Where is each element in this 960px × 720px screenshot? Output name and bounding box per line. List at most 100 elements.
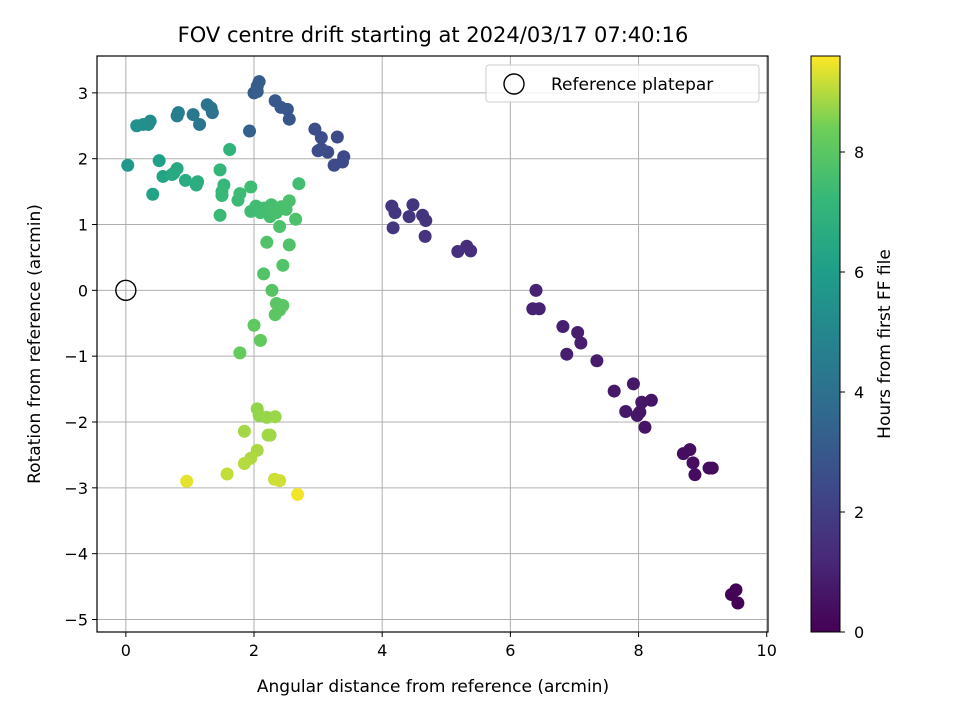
data-point xyxy=(237,424,251,438)
x-axis-ticks: 0 2 4 6 8 10 xyxy=(121,632,777,660)
data-point xyxy=(257,267,271,281)
data-point xyxy=(186,108,200,122)
x-tick-label: 0 xyxy=(121,641,131,660)
chart-title: FOV centre drift starting at 2024/03/17 … xyxy=(178,23,689,47)
data-point xyxy=(152,154,166,168)
data-point xyxy=(213,163,227,177)
colorbar-ticks: 0 2 4 6 8 xyxy=(840,143,864,642)
data-point xyxy=(215,189,229,203)
data-point xyxy=(200,98,214,112)
grid-lines xyxy=(97,56,768,632)
data-point xyxy=(451,245,465,259)
y-axis-ticks: −5 −4 −3 −2 −1 0 1 2 3 xyxy=(64,84,97,629)
data-point xyxy=(330,130,344,144)
data-point xyxy=(416,208,430,222)
data-point xyxy=(220,467,234,481)
x-tick-label: 6 xyxy=(505,641,515,660)
data-point xyxy=(574,336,588,350)
data-point xyxy=(243,124,257,138)
data-point xyxy=(635,395,649,409)
data-point xyxy=(146,187,160,201)
data-point xyxy=(273,219,287,233)
data-point xyxy=(273,474,287,488)
data-point xyxy=(418,229,432,243)
y-tick-label: −3 xyxy=(64,479,88,498)
data-point xyxy=(607,384,621,398)
data-point xyxy=(171,106,185,120)
data-point xyxy=(402,210,416,224)
x-tick-label: 10 xyxy=(757,641,777,660)
data-point xyxy=(265,283,279,297)
data-point xyxy=(193,117,207,131)
data-point xyxy=(560,347,574,361)
data-point xyxy=(260,235,274,249)
data-point xyxy=(630,408,644,422)
data-point xyxy=(406,198,420,212)
data-point xyxy=(292,177,306,191)
y-tick-label: 2 xyxy=(78,150,88,169)
data-point xyxy=(327,158,341,172)
data-point xyxy=(626,377,640,391)
data-point xyxy=(526,302,540,316)
data-point xyxy=(385,199,399,213)
data-point xyxy=(282,194,296,208)
colorbar-tick-label: 8 xyxy=(854,143,864,162)
colorbar-tick-label: 6 xyxy=(854,263,864,282)
data-point xyxy=(268,308,282,322)
data-point xyxy=(311,144,325,158)
data-point xyxy=(529,283,543,297)
colorbar-tick-label: 2 xyxy=(854,503,864,522)
x-axis-label: Angular distance from reference (arcmin) xyxy=(257,677,609,697)
y-tick-label: −2 xyxy=(64,413,88,432)
colorbar-tick-label: 4 xyxy=(854,383,864,402)
legend-box xyxy=(485,64,760,103)
plot-frame xyxy=(96,55,769,633)
reference-platepar-marker xyxy=(115,279,137,302)
colorbar-label: Hours from first FF file xyxy=(875,249,895,439)
data-point xyxy=(688,468,702,482)
data-point xyxy=(213,208,227,222)
data-point xyxy=(253,333,267,347)
x-tick-label: 2 xyxy=(249,641,259,660)
x-tick-label: 4 xyxy=(377,641,387,660)
y-axis-label: Rotation from reference (arcmin) xyxy=(25,204,45,484)
data-point xyxy=(244,180,258,194)
legend: Reference platepar xyxy=(485,64,760,103)
data-point xyxy=(178,173,192,187)
data-point xyxy=(130,119,144,133)
data-point xyxy=(724,587,738,601)
x-tick-label: 8 xyxy=(633,641,643,660)
y-tick-label: 3 xyxy=(78,84,88,103)
data-point xyxy=(282,112,296,126)
data-point xyxy=(308,122,322,136)
data-point xyxy=(705,461,719,475)
data-point xyxy=(619,404,633,418)
data-points xyxy=(121,75,745,610)
data-point xyxy=(233,187,247,201)
data-point xyxy=(638,420,652,434)
colorbar: 0 2 4 6 8 Hours from first FF file xyxy=(810,55,895,642)
colorbar-tick-label: 0 xyxy=(854,623,864,642)
data-point xyxy=(282,238,296,252)
y-tick-label: −5 xyxy=(64,610,88,629)
colorbar-gradient xyxy=(810,55,841,633)
y-tick-label: 1 xyxy=(78,216,88,235)
data-point xyxy=(276,258,290,272)
data-point xyxy=(556,320,570,334)
legend-label: Reference platepar xyxy=(551,75,713,95)
data-point xyxy=(590,354,604,368)
data-point xyxy=(386,221,400,235)
y-tick-label: −4 xyxy=(64,545,88,564)
data-point xyxy=(180,474,194,488)
data-point xyxy=(121,158,135,172)
data-point xyxy=(191,175,205,189)
data-point xyxy=(261,428,275,442)
legend-reference-marker xyxy=(503,73,525,95)
data-point xyxy=(686,456,700,470)
data-point xyxy=(268,94,282,108)
data-point xyxy=(233,346,247,360)
data-point xyxy=(289,212,303,226)
data-point xyxy=(223,142,237,156)
data-point xyxy=(247,318,261,332)
